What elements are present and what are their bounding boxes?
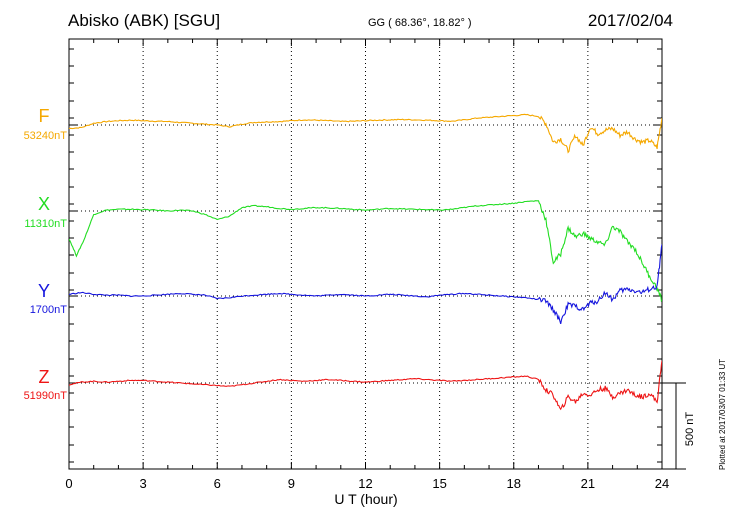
series-name-x: X — [37, 194, 50, 214]
station-coordinates: GG ( 68.36°, 18.82° ) — [368, 17, 472, 29]
x-tick-label: 21 — [581, 476, 595, 491]
station-title: Abisko (ABK) [SGU] — [68, 11, 221, 30]
chart-grid — [69, 39, 662, 469]
series-line-x — [69, 200, 662, 302]
x-axis-label: U T (hour) — [334, 491, 398, 507]
scale-bar — [662, 382, 686, 470]
x-tick-label: 12 — [358, 476, 372, 491]
x-tick-label: 9 — [288, 476, 295, 491]
x-tick-label: 6 — [214, 476, 221, 491]
series-baseline-y: 1700nT — [29, 304, 67, 316]
series-name-z: Z — [38, 367, 50, 387]
plotted-timestamp: Plotted at 2017/03/07 01:33 UT — [718, 358, 727, 470]
series-name-f: F — [38, 106, 50, 126]
x-tick-label: 3 — [140, 476, 147, 491]
x-tick-label: 0 — [65, 476, 72, 491]
series-line-y — [69, 244, 662, 325]
axis-ticks: 0 3 6 9 12 15 18 21 24 — [65, 39, 669, 491]
x-tick-label: 18 — [507, 476, 521, 491]
series-baseline-x: 11310nT — [24, 218, 67, 230]
series-lines — [69, 113, 662, 411]
series-line-z — [69, 360, 662, 411]
scale-bar-label: 500 nT — [684, 411, 696, 447]
chart-date: 2017/02/04 — [587, 11, 673, 30]
series-name-y: Y — [37, 281, 50, 301]
series-line-f — [69, 113, 662, 154]
series-baseline-z: 51990nT — [23, 390, 67, 402]
x-tick-label: 15 — [432, 476, 446, 491]
series-baseline-f: 53240nT — [23, 130, 67, 142]
x-tick-label: 24 — [655, 476, 669, 491]
